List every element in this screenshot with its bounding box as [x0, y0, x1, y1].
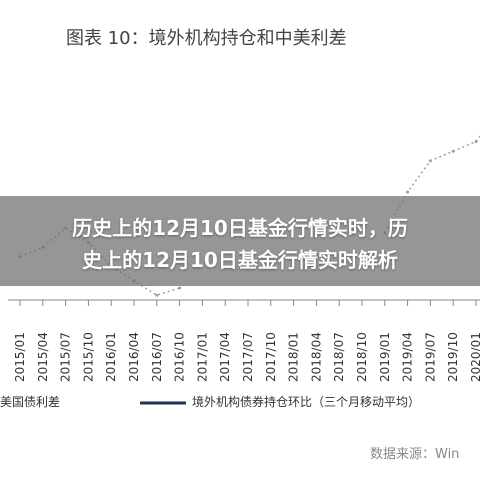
- x-tick-label: 2019/04: [401, 332, 415, 382]
- x-tick-label: 2015/01: [13, 332, 27, 382]
- x-tick-marks: [19, 300, 477, 306]
- x-tick-label: 2016/07: [150, 332, 164, 382]
- x-tick-label: 2016/04: [127, 332, 141, 382]
- x-tick-label: 2015/04: [36, 332, 50, 382]
- headline-line-2: 史上的12月10日基金行情实时解析: [82, 248, 398, 272]
- x-tick-label: 2015/07: [59, 332, 73, 382]
- legend-item-primary: 境外机构债券持仓环比（三个月移动平均）: [192, 394, 420, 409]
- data-point: [428, 159, 432, 163]
- data-point: [178, 286, 182, 290]
- x-tick-label: 2018/07: [332, 332, 346, 382]
- x-tick-label: 2018/01: [287, 332, 301, 382]
- x-tick-label: 2016/10: [173, 332, 187, 382]
- chart-title: 图表 10：境外机构持仓和中美利差: [66, 28, 347, 49]
- x-tick-label: 2019/10: [446, 332, 460, 382]
- x-tick-label: 2018/10: [355, 332, 369, 382]
- x-tick-label: 2019/07: [423, 332, 437, 382]
- x-tick-label: 2019/01: [378, 332, 392, 382]
- x-tick-label: 2017/07: [241, 332, 255, 382]
- x-tick-labels: 2015/01 2015/04 2015/07 2015/10 2016/01 2016/…: [13, 332, 480, 382]
- source-watermark: 数据来源：Win: [370, 447, 459, 462]
- data-point: [406, 190, 410, 194]
- headline-line-1: 历史上的12月10日基金行情实时，历: [72, 216, 408, 240]
- x-tick-label: 2017/10: [264, 332, 278, 382]
- data-point: [155, 293, 159, 297]
- headline-overlay: [0, 196, 480, 286]
- x-tick-label: 2015/10: [81, 332, 95, 382]
- x-tick-label: 2016/01: [104, 332, 118, 382]
- x-tick-label: 2017/04: [218, 332, 232, 382]
- headline: 历史上的12月10日基金行情实时，历 史上的12月10日基金行情实时解析: [0, 212, 480, 276]
- x-tick-label: 2017/01: [195, 332, 209, 382]
- data-point: [451, 149, 455, 153]
- data-point: [474, 140, 478, 144]
- x-tick-label: 2020/01: [469, 332, 480, 382]
- legend-item-secondary: 美国债利差: [0, 395, 60, 409]
- x-tick-label: 2018/04: [309, 332, 323, 382]
